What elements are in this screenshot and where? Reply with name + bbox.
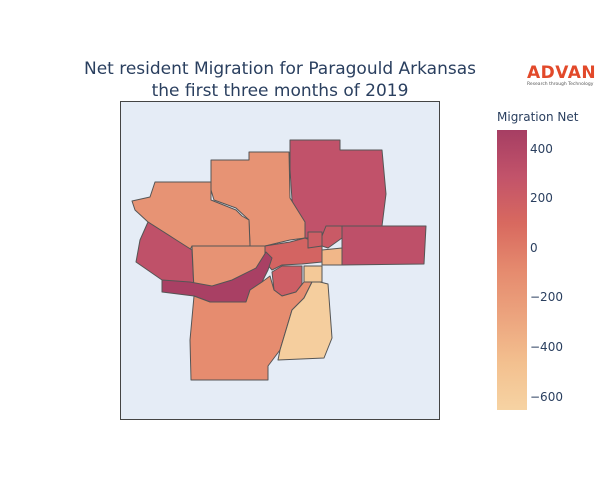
- colorbar-tick: 0: [530, 240, 538, 255]
- logo-tagline: Research through Technology: [527, 82, 594, 87]
- south-east-small[interactable]: [303, 265, 323, 283]
- advan-logo: ADVAN Research through Technology: [527, 64, 597, 88]
- chart-title: Net resident Migration for Paragould Ark…: [70, 58, 490, 102]
- center-small-b[interactable]: [321, 225, 343, 249]
- center-small-c[interactable]: [321, 247, 343, 266]
- title-line-2: the first three months of 2019: [151, 81, 409, 101]
- colorbar-tick: 200: [530, 191, 553, 206]
- logo-word: ADVAN: [527, 63, 597, 83]
- center-small-a[interactable]: [307, 231, 323, 249]
- south-east-tract[interactable]: [277, 281, 333, 361]
- colorbar-title: Migration Net: [497, 110, 579, 124]
- east-tract[interactable]: [341, 225, 427, 266]
- colorbar-tick: −200: [530, 290, 563, 305]
- colorbar: [497, 130, 527, 410]
- colorbar-tick: −600: [530, 389, 563, 404]
- colorbar-tick: −400: [530, 340, 563, 355]
- colorbar-tick: 400: [530, 141, 553, 156]
- title-line-1: Net resident Migration for Paragould Ark…: [83, 59, 476, 79]
